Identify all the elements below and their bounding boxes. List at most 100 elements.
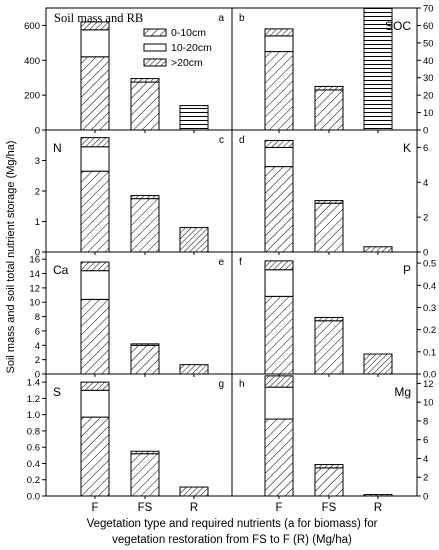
y-tick-label: 0 [423,248,428,259]
bar-segment-fs-010cm [314,467,344,497]
y-tick-label: 0.1 [423,347,436,358]
panel-letter: h [239,379,245,390]
panel-e: 0 2 4 6 8 10 12 14 16 e Ca [29,251,233,381]
y-tick-label: 4 [423,454,428,465]
x-axis-label-line1: Vegetation type and required nutrients (… [87,518,378,530]
y-tick-label: 2 [423,213,428,224]
bar-segment-fs-010cm [130,344,160,375]
bar-segment-fs-20cm [130,450,160,455]
y-tick-label: 0.0 [423,370,436,381]
panel-c: 0 1 2 3 c N [35,129,233,259]
panel-b: 0 10 20 30 40 50 60 70 b SOC [231,4,434,137]
y-tick-label: 1.2 [27,394,40,405]
panel-d: 0 2 4 6 d K [231,129,428,259]
panel-name: S [53,385,61,399]
bar-r [363,246,393,253]
y-tick-label: 200 [24,91,40,102]
y-tick-label: 6 [423,435,428,446]
legend-label: >20cm [171,57,203,69]
bar-segment-fs-20cm [130,78,160,83]
panel-name: P [403,263,411,277]
bar-segment-f-1020cm [80,270,110,300]
y-axis-label: Soil mass and soil total nutrient storag… [5,141,17,374]
x-category-label: R [374,502,382,514]
y-tick-label: 0 [423,126,428,137]
bar-segment-f-010cm [264,295,294,375]
bar-segment-f-1020cm [264,35,294,53]
bar-segment-f-1020cm [80,146,110,172]
bar-segment-f-20cm [264,139,294,148]
y-tick-label: 8 [423,416,428,427]
bar-segment-fs-010cm [314,202,344,253]
panel-letter: f [239,257,242,268]
bar-segment-f-1020cm [264,146,294,168]
x-axis-label-line2: vegetation restoration from FS to F (R) … [112,534,352,546]
y-tick-label: 1.0 [27,410,40,421]
y-tick-label: 70 [423,4,434,15]
panel-letter: b [239,13,245,24]
bar-r [363,494,393,497]
panel-f: 0.0 0.1 0.2 0.3 0.4 0.5 f P [231,251,436,381]
bar-segment-f-010cm [80,56,110,131]
y-tick-label: 8 [35,312,40,323]
bar-segment-f-010cm [264,418,294,497]
y-tick-label: 6 [35,326,40,337]
panel-letter: d [239,135,245,146]
bar-segment-f-010cm [80,170,110,253]
bar-segment-fs-010cm [314,89,344,131]
y-tick-label: 40 [423,56,434,67]
y-tick-label: 60 [423,21,434,32]
bar-segment-f-20cm [264,28,294,37]
bar-r [179,227,209,253]
bar-segment-f-1020cm [80,389,110,418]
bar-segment-fs-20cm [314,200,344,204]
y-tick-label: 0 [35,248,40,259]
x-category-label: F [91,502,98,514]
y-tick-label: 0.3 [423,303,436,314]
y-tick-label: 1 [35,217,40,228]
bar-r [179,486,209,497]
y-tick-label: 4 [35,341,40,352]
y-tick-label: 0 [35,370,40,381]
bar-segment-fs-010cm [314,320,344,375]
panel-a: 0 200 400 600 a Soil mass and RB 0-10cm 10-20cm… [24,7,233,137]
bar-segment-fs-20cm [130,343,160,346]
bar-segment-f-20cm [80,381,110,391]
y-tick-label: 0 [35,126,40,137]
x-category-label: FS [138,502,153,514]
bar-segment-f-010cm [264,51,294,131]
legend-label: 10-20cm [171,42,212,54]
y-tick-label: 2 [423,473,428,484]
bar-segment-fs-20cm [130,195,160,200]
y-tick-label: 50 [423,38,434,49]
bar-segment-f-20cm [80,21,110,31]
y-tick-label: 3 [35,156,40,167]
bar-segment-f-20cm [264,375,294,388]
panel-letter: c [219,135,224,146]
bar-segment-fs-010cm [130,198,160,253]
bar-segment-f-010cm [80,298,110,375]
bar-segment-f-010cm [80,416,110,497]
bar-segment-fs-010cm [130,453,160,497]
legend: 0-10cm 10-20cm >20cm [143,27,212,69]
y-tick-label: 0.2 [27,475,40,486]
y-tick-label: 0 [423,492,428,503]
bar-r [363,353,393,375]
y-tick-label: 10 [423,398,434,409]
y-tick-label: 20 [423,91,434,102]
bar-segment-fs-20cm [314,85,344,91]
y-tick-label: 0.0 [27,492,40,503]
bar-r [179,105,209,131]
legend-label: 0-10cm [171,27,206,39]
panel-letter: g [218,379,224,390]
bar-segment-f-1020cm [80,29,110,58]
bar-segment-f-20cm [80,137,110,148]
y-tick-label: 400 [24,56,40,67]
panel-title: Soil mass and RB [54,11,143,25]
y-tick-label: 0.8 [27,426,40,437]
legend-swatch [143,43,167,52]
y-tick-label: 0.4 [423,281,436,292]
y-tick-label: 0.5 [423,259,436,270]
